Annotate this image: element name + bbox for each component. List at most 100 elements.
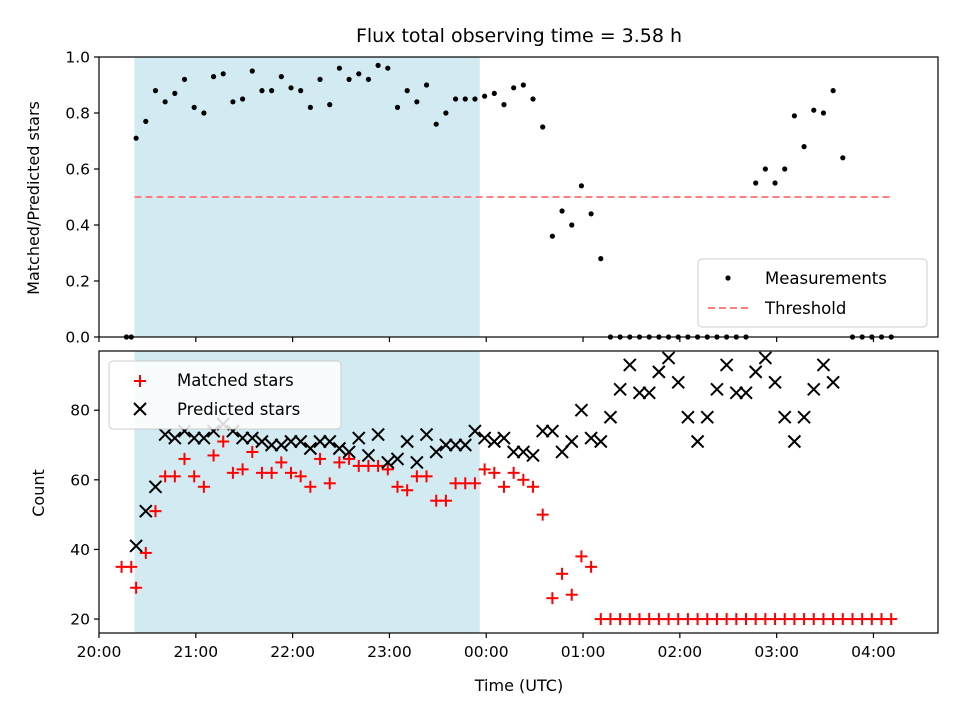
predicted-star-point [739,386,753,400]
legend-threshold-label: Threshold [764,299,846,318]
bottom-y-tick-label: 60 [70,471,90,489]
matched-star-point [304,480,317,493]
predicted-star-point [681,410,695,424]
matched-star-point [439,494,452,507]
predicted-star-point [535,424,550,438]
measurement-point [452,96,459,102]
top-observing-window-layer [134,57,480,337]
predicted-star-point [148,480,163,494]
predicted-star-point [439,438,453,452]
measurement-point [501,102,507,108]
predicted-star-point [235,431,250,445]
x-tick-label: 22:00 [270,643,315,661]
predicted-star-point [139,504,153,518]
matched-star-point [885,613,898,626]
measurement-point [762,166,768,172]
measurement-point [298,88,304,94]
matched-star-point [343,452,356,465]
matched-star-point [139,546,152,559]
measurement-point [549,233,555,239]
predicted-star-point [400,434,414,449]
measurement-point [133,135,139,141]
predicted-star-point [197,431,211,445]
x-tick-label: 21:00 [173,643,218,661]
bottom-panel: 20 40 60 80 20:00 21:00 22:00 23:00 00:00 01:00 02… [29,350,939,695]
matched-star-point [333,456,346,469]
predicted-star-point [545,424,560,438]
matched-star-point [565,588,578,601]
predicted-star-point [642,386,656,400]
measurement-point [840,155,846,161]
matched-star-point [265,466,278,479]
measurement-point [162,99,168,105]
measurement-point [791,113,798,119]
predicted-star-point [264,438,279,452]
measurement-point [404,88,410,94]
matched-star-point [207,449,220,462]
matched-star-point [478,463,491,476]
predicted-star-point [352,431,366,445]
bottom-y-tick-label: 80 [70,402,90,420]
predicted-star-point [758,351,773,365]
predicted-star-point [526,448,540,463]
predicted-star-point [632,386,647,400]
measurement-point [820,110,827,116]
matched-star-point [381,463,394,476]
predicted-star-point [768,375,782,390]
matched-star-point [285,466,298,479]
measurement-point [530,96,536,102]
matched-star-point [546,592,559,605]
matched-star-point [556,567,569,580]
measurement-point [220,71,226,77]
matched-star-point [125,560,138,573]
measurement-point [288,85,294,91]
predicted-star-point [390,452,405,466]
predicted-star-point [187,431,201,445]
measurement-point [511,85,517,91]
measurement-point [482,93,488,99]
predicted-star-point [506,445,521,459]
measurement-point [433,121,439,127]
predicted-star-point [652,365,666,379]
measurement-point [152,88,159,94]
measurement-point [210,74,217,80]
measurement-point [569,222,575,228]
x-tick-label: 23:00 [367,643,412,661]
predicted-star-point [158,427,172,442]
measurement-point [317,76,323,82]
bottom-y-tick-label: 20 [70,611,90,629]
measurement-point [520,82,526,88]
measurement-point [278,74,284,80]
predicted-star-point [410,455,424,470]
top-panel: 0.0 0.2 0.4 0.6 0.8 1.0 Flux total observing … [24,25,939,347]
predicted-star-point [129,539,143,553]
matched-star-point [149,505,162,518]
predicted-star-point [342,445,356,459]
predicted-star-point [497,431,511,445]
predicted-star-point [448,438,463,452]
matched-star-point [246,445,259,458]
bottom-plot-frame [98,350,939,634]
x-tick-label: 00:00 [464,643,509,661]
predicted-star-point [361,448,376,463]
measurement-point [172,90,178,96]
predicted-star-point [603,410,618,424]
legend-measurements-marker [725,275,731,281]
bottom-y-axis-label: Count [29,469,48,517]
matched-star-point [168,470,181,483]
measurement-point [269,88,275,94]
legend-predicted-marker [133,402,147,416]
measurement-point [365,76,372,82]
predicted-star-point [748,365,763,379]
measurement-point [201,110,207,116]
predicted-star-point [797,410,811,424]
predicted-star-point [565,434,579,449]
matched-star-point [197,480,210,493]
matched-star-point [401,484,414,497]
predicted-star-point [584,431,598,445]
matched-star-point [488,466,501,479]
predicted-star-point [671,375,685,390]
predicted-star-point [487,434,502,449]
matched-star-point [217,435,230,448]
